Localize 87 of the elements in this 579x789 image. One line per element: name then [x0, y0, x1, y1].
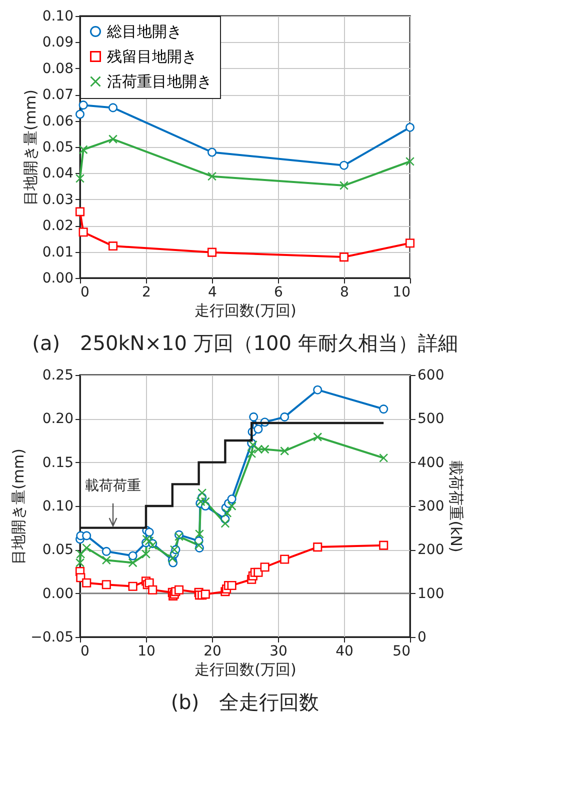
y-tick-label: 0.10 — [42, 498, 74, 514]
legend-label: 活荷重目地開き — [107, 72, 212, 90]
y2-tick-label: 300 — [418, 498, 444, 514]
x-tick-label: 4 — [208, 284, 218, 300]
y-tick-label: 0.15 — [42, 454, 74, 471]
point — [174, 585, 184, 594]
point — [200, 497, 210, 506]
y2-tick-label: 100 — [418, 586, 444, 602]
point — [194, 529, 204, 538]
x-tick-label: 8 — [340, 284, 349, 300]
x-tick-label: 10 — [138, 644, 156, 660]
y-tick-label: 0.25 — [42, 368, 74, 384]
point — [144, 536, 154, 546]
point — [260, 444, 270, 454]
x-tick-label: 20 — [204, 644, 222, 660]
point — [254, 444, 263, 454]
y2-tick-label: 200 — [418, 542, 444, 558]
point — [102, 546, 111, 556]
point — [128, 582, 138, 591]
y-tick-label: 0.08 — [42, 60, 74, 77]
point — [142, 534, 152, 544]
legend-label: 残留目地開き — [107, 48, 197, 66]
point — [102, 556, 111, 565]
point — [313, 542, 322, 552]
point — [227, 494, 236, 504]
point — [280, 554, 290, 564]
y-tick-label: 0.06 — [42, 113, 74, 130]
x-tick-label: 0 — [80, 644, 90, 660]
point — [220, 518, 230, 528]
y-tick-label: 0.00 — [42, 270, 74, 286]
legend-label: 総目地開き — [106, 22, 182, 40]
y-tick-label: 0.01 — [42, 244, 74, 260]
point — [141, 550, 151, 559]
point — [280, 412, 290, 422]
y-tick-label: 0.05 — [42, 542, 74, 558]
x-tick-label: 0 — [80, 284, 90, 300]
point — [82, 578, 92, 588]
y-tick-label: 0.07 — [42, 87, 74, 104]
y2-tick-label: 0 — [418, 630, 426, 646]
point — [254, 568, 263, 577]
point — [82, 543, 92, 552]
x-axis-title: 走行回数(万回) — [194, 302, 296, 320]
text: (a) 250kN×10 万回（100 年耐久相当）詳細 — [32, 331, 458, 355]
y-tick-label: 0.02 — [42, 218, 74, 234]
x-tick-label: 40 — [336, 644, 354, 660]
y2-tick-label: 600 — [418, 368, 444, 384]
point — [222, 508, 232, 518]
point — [194, 540, 204, 550]
point — [144, 528, 154, 537]
y2-tick-label: 400 — [418, 454, 444, 471]
point — [102, 580, 111, 590]
x-axis-title: 走行回数(万回) — [194, 660, 296, 678]
y-tick-label: 0.05 — [42, 140, 74, 156]
x-tick-label: 6 — [274, 284, 284, 300]
x-tick-label: 10 — [392, 284, 410, 300]
point — [260, 562, 270, 572]
y2-axis-title: 載荷荷重(kN) — [447, 460, 466, 552]
y2-tick-label: 500 — [418, 411, 444, 428]
y-tick-label: 0.03 — [42, 192, 74, 208]
point — [227, 501, 236, 511]
x-tick-label: 30 — [270, 644, 288, 660]
point — [227, 580, 236, 590]
y-tick-label: −0.05 — [30, 630, 74, 646]
point — [280, 446, 290, 456]
text: (b) 全走行回数 — [170, 690, 320, 714]
point — [82, 531, 92, 540]
y-tick-label: 0.10 — [42, 8, 74, 24]
point — [200, 590, 210, 599]
x-tick-label: 2 — [142, 284, 151, 300]
point — [128, 558, 138, 568]
point — [379, 453, 388, 462]
point — [148, 585, 158, 594]
y-tick-label: 0.20 — [42, 411, 74, 428]
y-tick-label: 0.00 — [42, 586, 74, 602]
annotation: 載荷荷重 — [85, 478, 141, 494]
point — [128, 551, 138, 560]
y-tick-label: 0.09 — [42, 34, 74, 51]
y-tick-label: 0.04 — [42, 166, 74, 182]
point — [313, 432, 322, 442]
point — [313, 385, 322, 394]
x-tick-label: 50 — [392, 644, 410, 660]
point — [249, 412, 258, 422]
point — [379, 540, 388, 550]
y-axis-title: 目地開き量(mm) — [21, 90, 40, 206]
point — [379, 404, 388, 414]
point — [254, 424, 263, 434]
y-axis-title: 目地開き量(mm) — [10, 448, 28, 564]
